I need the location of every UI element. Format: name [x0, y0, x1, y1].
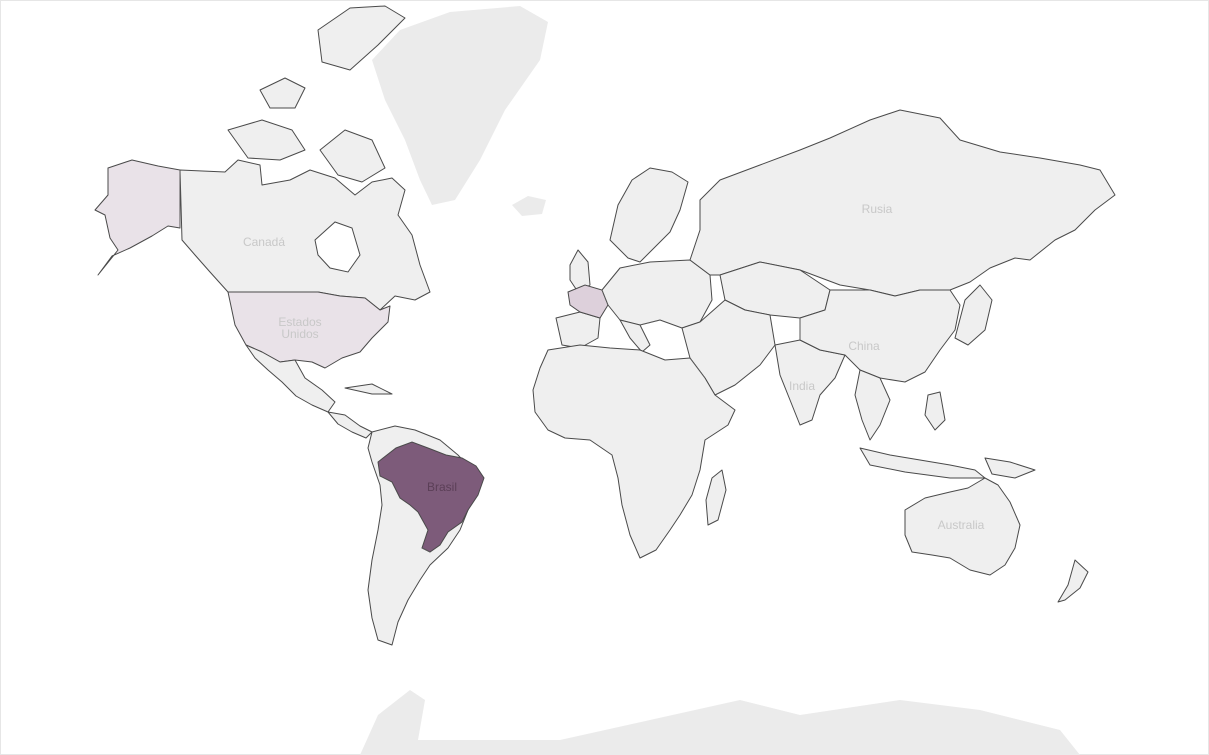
new-zealand[interactable] — [1057, 559, 1089, 603]
border-lines — [179, 170, 870, 553]
canada[interactable] — [179, 159, 431, 311]
label-canada: Canadá — [243, 235, 285, 249]
uk[interactable] — [569, 249, 591, 293]
iberia[interactable] — [555, 311, 601, 349]
label-brazil: Brasil — [427, 480, 457, 494]
indonesia[interactable] — [859, 447, 986, 479]
label-russia: Rusia — [862, 202, 893, 216]
africa[interactable] — [532, 344, 736, 559]
ellesmere-island[interactable] — [317, 5, 406, 71]
brazil[interactable] — [377, 441, 485, 553]
alaska[interactable] — [94, 159, 181, 276]
japan[interactable] — [954, 284, 993, 346]
madagascar[interactable] — [705, 469, 727, 526]
cuba[interactable] — [344, 383, 393, 395]
central-europe[interactable] — [601, 259, 713, 329]
france[interactable] — [567, 284, 609, 319]
philippines[interactable] — [924, 391, 946, 431]
greenland[interactable] — [372, 6, 548, 205]
russia[interactable] — [689, 109, 1116, 297]
central-america[interactable] — [327, 411, 373, 439]
southeast-asia[interactable] — [854, 369, 891, 441]
label-india: India — [789, 379, 815, 393]
scandinavia[interactable] — [609, 167, 689, 263]
australia[interactable] — [904, 477, 1021, 576]
label-usa-line2: Unidos — [281, 327, 318, 341]
baffin-island[interactable] — [319, 129, 386, 183]
mexico[interactable] — [245, 344, 336, 413]
iceland[interactable] — [512, 196, 546, 216]
china[interactable] — [799, 289, 961, 383]
new-guinea[interactable] — [984, 457, 1036, 479]
arctic-island-small[interactable] — [259, 77, 306, 109]
italy[interactable] — [619, 319, 651, 353]
label-china: China — [848, 339, 880, 353]
label-australia: Australia — [938, 518, 985, 532]
arctic-islands[interactable] — [227, 119, 306, 161]
antarctica[interactable] — [360, 690, 1080, 755]
label-usa-line1: Estados — [278, 315, 321, 329]
